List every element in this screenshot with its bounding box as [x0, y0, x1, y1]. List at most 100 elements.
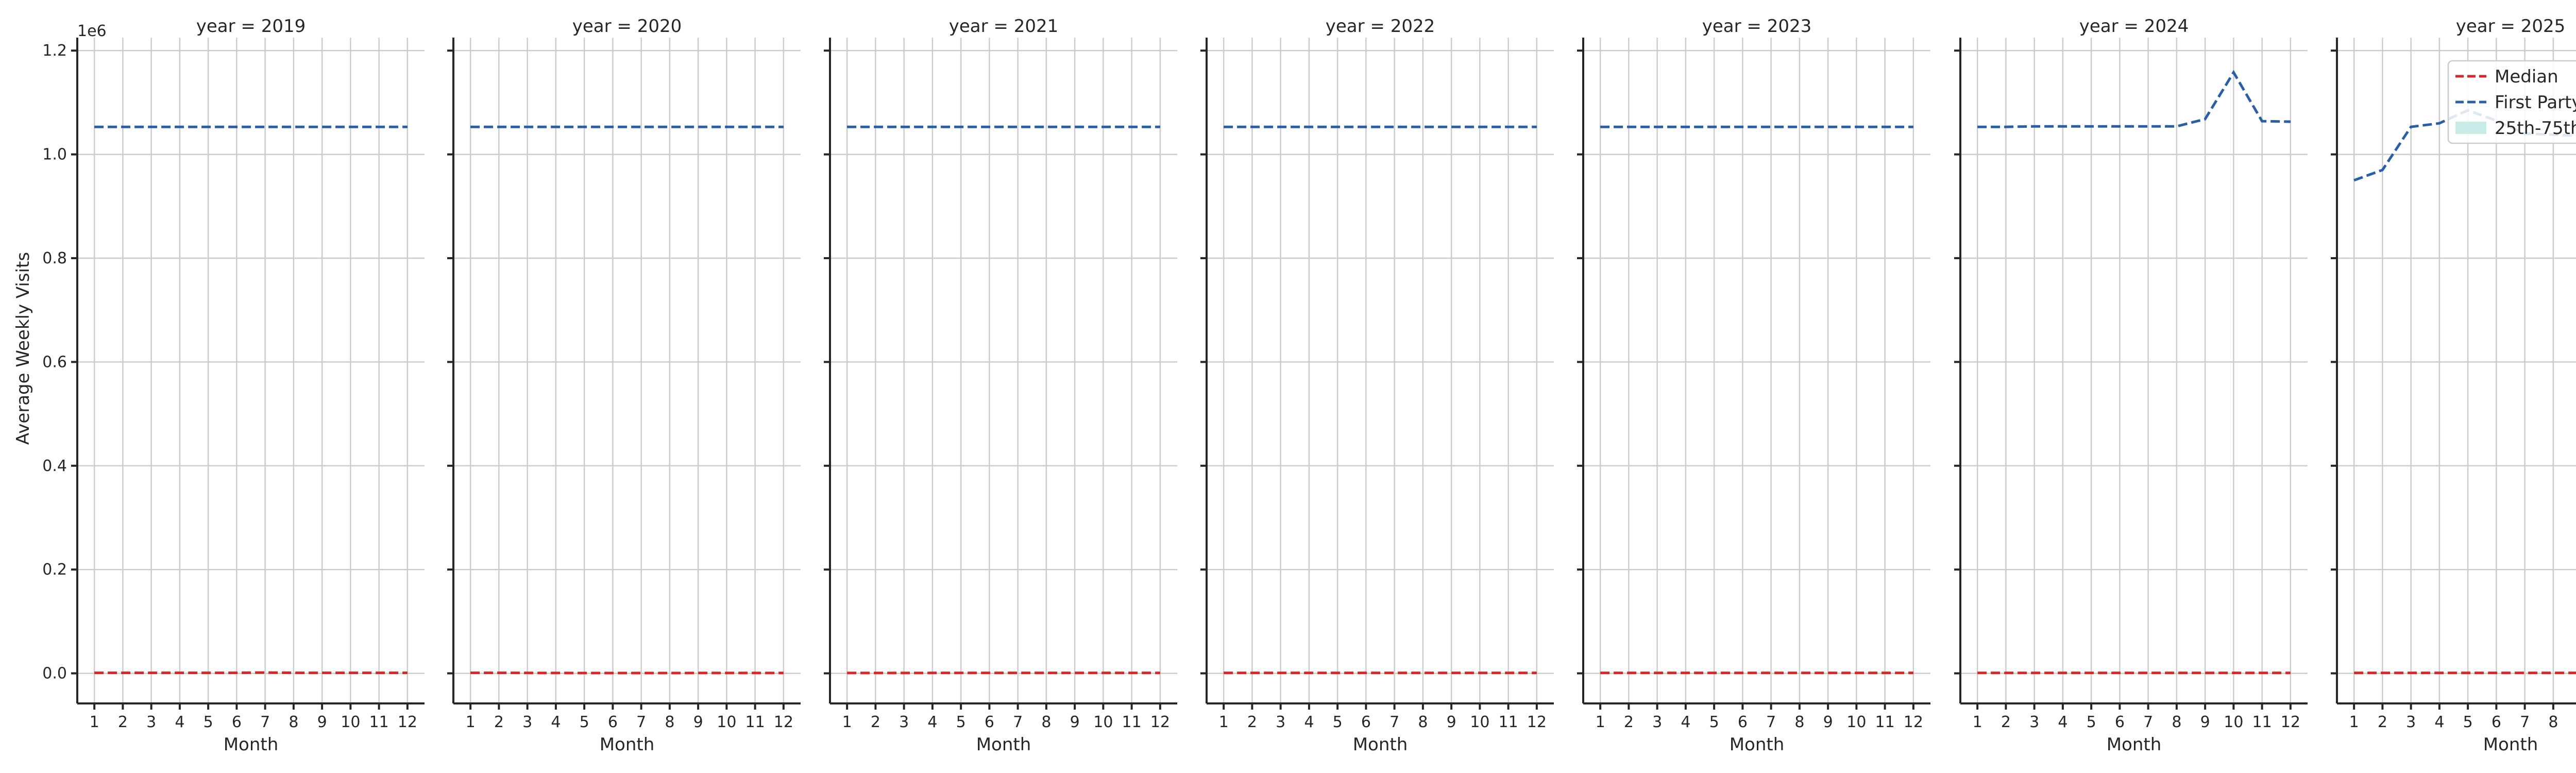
x-tick-label: 1 — [1973, 713, 1982, 731]
x-tick-label: 7 — [1389, 713, 1399, 731]
y-tick-label: 0.4 — [42, 457, 67, 475]
legend-swatch — [2455, 122, 2486, 134]
x-tick-label: 3 — [2029, 713, 2039, 731]
x-tick-label: 1 — [842, 713, 852, 731]
x-tick-label: 4 — [551, 713, 561, 731]
x-tick-label: 5 — [580, 713, 589, 731]
x-tick-label: 12 — [774, 713, 793, 731]
legend-item: Median — [2455, 66, 2558, 87]
panel-2019: 0.00.20.40.60.81.01.21 2 3 4 5 6 7 8 9 10 11 12Mont… — [42, 16, 425, 755]
x-tick-label: 7 — [1013, 713, 1023, 731]
x-tick-label: 5 — [2087, 713, 2096, 731]
x-tick-label: 7 — [2520, 713, 2530, 731]
x-tick-label: 8 — [289, 713, 298, 731]
x-tick-label: 10 — [1846, 713, 1866, 731]
panels-layer: 0.00.20.40.60.81.01.21 2 3 4 5 6 7 8 9 10 11 12Mont… — [42, 16, 2576, 755]
panel-title: year = 2022 — [1326, 16, 1435, 37]
x-tick-label: 8 — [2548, 713, 2558, 731]
x-tick-label: 2 — [2001, 713, 2011, 731]
x-tick-label: 9 — [2200, 713, 2210, 731]
x-tick-label: 5 — [956, 713, 966, 731]
x-tick-label: 7 — [636, 713, 646, 731]
series-line-first-party-median — [1977, 70, 2291, 128]
panel-title: year = 2021 — [949, 16, 1058, 37]
panel-title: year = 2020 — [572, 16, 682, 37]
x-tick-label: 1 — [1219, 713, 1229, 731]
y-tick-label: 0.8 — [42, 249, 67, 267]
panel-title: year = 2023 — [1702, 16, 1811, 37]
x-tick-label: 4 — [1681, 713, 1690, 731]
x-tick-label: 6 — [1738, 713, 1748, 731]
x-axis-label: Month — [2107, 734, 2162, 755]
y-tick-label: 0.6 — [42, 353, 67, 371]
x-axis-label: Month — [2483, 734, 2538, 755]
y-tick-label: 1.2 — [42, 42, 67, 60]
x-tick-label: 7 — [2143, 713, 2153, 731]
x-axis-label: Month — [224, 734, 279, 755]
x-tick-label: 2 — [494, 713, 504, 731]
x-tick-label: 8 — [665, 713, 674, 731]
x-tick-label: 3 — [899, 713, 909, 731]
panel-title: year = 2019 — [196, 16, 306, 37]
x-axis-label: Month — [976, 734, 1031, 755]
x-tick-label: 2 — [1624, 713, 1634, 731]
x-tick-label: 11 — [1122, 713, 1142, 731]
legend-item: First Party Median — [2455, 92, 2576, 113]
x-tick-label: 12 — [2281, 713, 2300, 731]
x-tick-label: 3 — [522, 713, 532, 731]
x-tick-label: 9 — [1823, 713, 1833, 731]
x-tick-label: 11 — [1499, 713, 1518, 731]
x-tick-label: 4 — [175, 713, 184, 731]
x-tick-label: 11 — [369, 713, 389, 731]
x-tick-label: 4 — [927, 713, 937, 731]
x-tick-label: 12 — [1904, 713, 1923, 731]
x-tick-label: 4 — [2434, 713, 2444, 731]
x-tick-label: 9 — [317, 713, 327, 731]
panel-title: year = 2025 — [2456, 16, 2565, 37]
x-tick-label: 6 — [1361, 713, 1371, 731]
x-tick-label: 4 — [1304, 713, 1314, 731]
x-tick-label: 6 — [232, 713, 242, 731]
x-tick-label: 9 — [1447, 713, 1456, 731]
x-tick-label: 9 — [1070, 713, 1080, 731]
x-tick-label: 7 — [1766, 713, 1776, 731]
x-tick-label: 12 — [1150, 713, 1170, 731]
x-tick-label: 5 — [1333, 713, 1343, 731]
y-tick-label: 0.2 — [42, 561, 67, 579]
x-tick-label: 6 — [2115, 713, 2125, 731]
panel-title: year = 2024 — [2079, 16, 2189, 37]
legend: Median First Party Median 25th-75th Percen… — [2447, 60, 2576, 144]
legend-label: First Party Median — [2495, 92, 2576, 113]
x-tick-label: 9 — [693, 713, 703, 731]
x-tick-label: 5 — [204, 713, 213, 731]
x-axis-label: Month — [600, 734, 655, 755]
x-tick-label: 1 — [2349, 713, 2359, 731]
x-tick-label: 8 — [1418, 713, 1428, 731]
legend-label: 25th-75th Percentile — [2495, 118, 2576, 139]
y-tick-label: 1.0 — [42, 146, 67, 164]
x-tick-label: 2 — [871, 713, 880, 731]
x-tick-label: 3 — [1276, 713, 1285, 731]
x-tick-label: 10 — [1470, 713, 1489, 731]
x-tick-label: 6 — [985, 713, 994, 731]
x-tick-label: 8 — [1041, 713, 1051, 731]
y-axis-label: Average Weekly Visits — [13, 252, 33, 445]
x-tick-label: 8 — [2172, 713, 2181, 731]
x-tick-label: 12 — [1527, 713, 1547, 731]
x-tick-label: 1 — [90, 713, 99, 731]
x-tick-label: 2 — [1247, 713, 1257, 731]
x-tick-label: 10 — [1093, 713, 1113, 731]
x-tick-label: 2 — [118, 713, 128, 731]
x-tick-label: 12 — [398, 713, 417, 731]
y-tick-label: 0.0 — [42, 665, 67, 683]
x-tick-label: 1 — [1596, 713, 1605, 731]
x-tick-label: 3 — [2406, 713, 2416, 731]
x-axis-label: Month — [1730, 734, 1785, 755]
x-axis-label: Month — [1353, 734, 1408, 755]
